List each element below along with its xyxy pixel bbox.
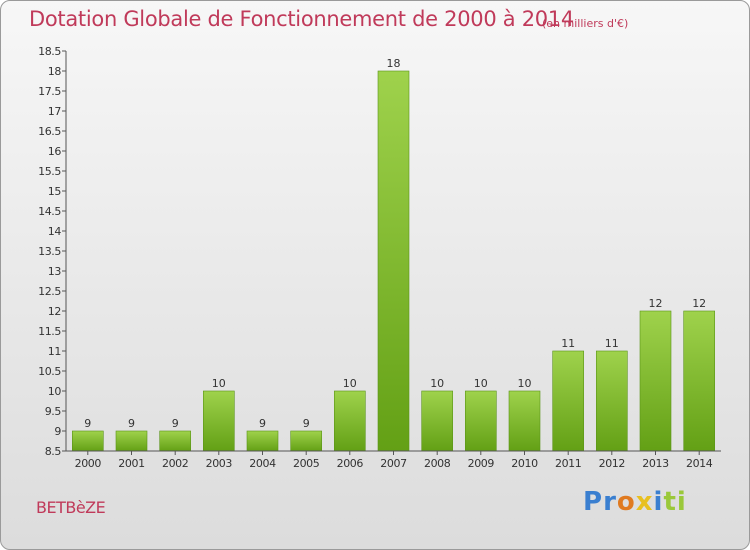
value-label-2014: 12 [692, 297, 706, 310]
y-tick-label: 15 [48, 185, 62, 198]
value-label-2013: 12 [649, 297, 663, 310]
bar-2010 [508, 390, 541, 452]
y-tick-label: 16 [48, 145, 62, 158]
y-tick-label: 13.5 [38, 245, 61, 258]
logo-letter: P [583, 487, 604, 517]
x-tick-label-2010: 2010 [511, 457, 538, 470]
value-label-2009: 10 [474, 377, 488, 390]
logo-letter: i [653, 487, 664, 517]
y-tick-label: 10.5 [38, 365, 61, 378]
logo-letter: x [635, 487, 654, 517]
y-tick-label: 10 [48, 385, 62, 398]
chart-subtitle: (en milliers d'€) [542, 17, 629, 30]
proxiti-logo[interactable]: Proxiti [583, 487, 687, 517]
x-tick-label-2012: 2012 [599, 457, 625, 470]
x-tick-label-2014: 2014 [686, 457, 713, 470]
y-tick-label: 12 [48, 305, 61, 318]
bar-2002 [159, 430, 191, 452]
bar-2008 [421, 390, 454, 452]
logo-letter: r [603, 487, 617, 517]
bar-2005 [290, 430, 323, 452]
value-label-2000: 9 [84, 417, 91, 430]
y-tick-label: 14 [48, 225, 62, 238]
bar-2012 [595, 350, 628, 452]
y-tick-label: 18 [48, 65, 62, 78]
x-tick-label-2013: 2013 [642, 457, 669, 470]
y-tick-label: 13 [48, 265, 62, 278]
value-label-2012: 11 [605, 337, 619, 350]
value-label-2005: 9 [303, 417, 310, 430]
bar-2011 [552, 350, 585, 452]
logo-letter: o [616, 487, 636, 517]
bar-2009 [464, 390, 497, 452]
x-tick-label-2003: 2003 [206, 457, 233, 470]
y-tick-label: 11 [48, 345, 61, 358]
value-label-2004: 9 [259, 417, 266, 430]
y-tick-label: 14.5 [38, 205, 61, 218]
x-tick-label-2011: 2011 [555, 457, 581, 470]
logo-letter: i [676, 487, 687, 517]
bar-2014 [683, 310, 716, 452]
bar-2003 [203, 390, 235, 452]
bar-2001 [115, 430, 148, 452]
value-label-2001: 9 [128, 417, 135, 430]
x-tick-label-2001: 2001 [118, 457, 144, 470]
x-tick-label-2000: 2000 [75, 457, 102, 470]
x-tick-label-2005: 2005 [293, 457, 320, 470]
y-tick-label: 11.5 [38, 325, 61, 338]
x-tick-label-2002: 2002 [162, 457, 188, 470]
x-tick-label-2007: 2007 [380, 457, 407, 470]
x-tick-label-2004: 2004 [249, 457, 276, 470]
value-label-2007: 18 [387, 57, 401, 70]
y-tick-label: 12.5 [38, 285, 61, 298]
logo-letter: t [663, 487, 677, 517]
value-label-2010: 10 [518, 377, 532, 390]
x-tick-label-2009: 2009 [468, 457, 495, 470]
y-tick-label: 15.5 [38, 165, 61, 178]
y-tick-label: 18.5 [38, 45, 61, 58]
bar-2007 [377, 70, 410, 452]
bar-2000 [72, 430, 104, 452]
bar-2006 [333, 390, 366, 452]
y-tick-label: 17 [48, 105, 62, 118]
y-tick-label: 9 [54, 425, 61, 438]
town-name: BETBèZE [36, 498, 106, 517]
value-label-2011: 11 [561, 337, 575, 350]
y-tick-label: 17.5 [38, 85, 61, 98]
x-tick-label-2008: 2008 [424, 457, 451, 470]
value-label-2008: 10 [430, 377, 444, 390]
y-tick-label: 8.5 [45, 445, 62, 458]
chart-title: Dotation Globale de Fonctionnement de 20… [29, 7, 574, 31]
bar-2004 [246, 430, 279, 452]
y-tick-label: 9.5 [45, 405, 62, 418]
y-tick-label: 16.5 [38, 125, 61, 138]
value-label-2003: 10 [212, 377, 226, 390]
value-label-2002: 9 [172, 417, 179, 430]
x-tick-label-2006: 2006 [337, 457, 364, 470]
value-label-2006: 10 [343, 377, 357, 390]
bar-2013 [639, 310, 672, 452]
